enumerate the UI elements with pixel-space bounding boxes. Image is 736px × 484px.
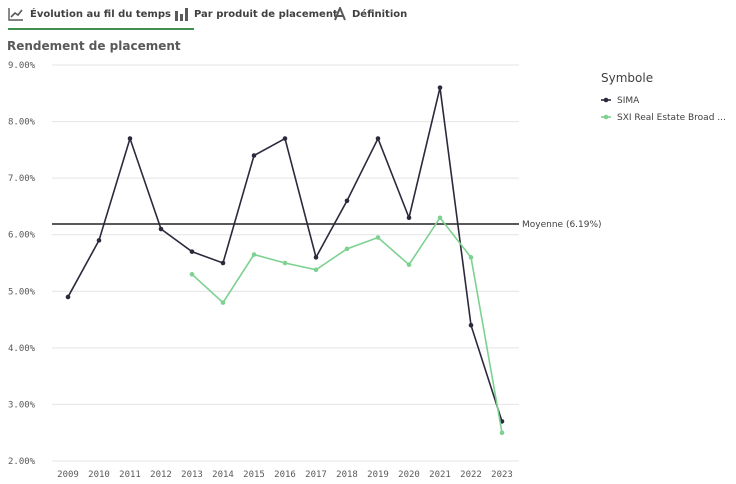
data-point	[189, 272, 195, 277]
legend-marker	[603, 97, 609, 103]
legend-item-label: SXI Real Estate Broad ...	[617, 113, 726, 123]
y-tick-label: 4.00%	[8, 344, 36, 354]
line-chart-icon	[8, 7, 24, 21]
data-point	[406, 262, 412, 267]
bar-chart-icon	[174, 7, 188, 21]
data-point	[96, 238, 102, 243]
data-point	[65, 294, 71, 300]
data-point	[220, 260, 226, 266]
x-tick-label: 2022	[460, 470, 482, 480]
data-point	[189, 249, 195, 254]
x-tick-label: 2019	[367, 470, 389, 480]
tab-definition[interactable]: Définition	[334, 0, 407, 28]
page-title: Rendement de placement	[7, 39, 181, 53]
tab-evolution[interactable]: Évolution au fil du temps	[8, 0, 194, 30]
data-point	[468, 255, 474, 260]
data-point	[344, 198, 350, 204]
y-tick-label: 2.00%	[8, 457, 36, 467]
data-point	[220, 300, 226, 305]
x-tick-label: 2018	[336, 470, 358, 480]
tab-evolution-label: Évolution au fil du temps	[30, 8, 171, 20]
text-a-icon	[334, 7, 346, 21]
x-tick-label: 2009	[57, 470, 79, 480]
data-point	[437, 85, 443, 90]
x-tick-label: 2016	[274, 470, 296, 480]
y-tick-label: 7.00%	[8, 174, 36, 184]
data-point	[375, 235, 381, 240]
data-point	[344, 246, 350, 252]
data-point	[251, 153, 257, 158]
y-tick-label: 6.00%	[8, 231, 36, 241]
x-tick-label: 2017	[305, 470, 327, 480]
x-tick-label: 2021	[429, 470, 451, 480]
x-tick-label: 2020	[398, 470, 420, 480]
data-point	[282, 136, 288, 141]
data-point	[468, 322, 474, 328]
legend-marker	[603, 114, 609, 120]
legend-title: Symbole	[601, 71, 653, 85]
y-tick-label: 9.00%	[8, 61, 36, 71]
x-tick-label: 2015	[243, 470, 265, 480]
data-point	[313, 255, 319, 260]
y-tick-label: 3.00%	[8, 400, 36, 410]
data-point	[282, 260, 288, 266]
data-point	[127, 136, 133, 141]
tab-par-produit[interactable]: Par produit de placement	[174, 0, 338, 28]
data-point	[406, 215, 412, 221]
y-tick-label: 5.00%	[8, 287, 36, 297]
x-tick-label: 2023	[491, 470, 513, 480]
tab-definition-label: Définition	[352, 8, 408, 20]
tab-par-produit-label: Par produit de placement	[194, 8, 338, 20]
data-point	[375, 136, 381, 141]
data-point	[437, 215, 443, 221]
x-tick-label: 2012	[150, 470, 172, 480]
data-point	[313, 267, 319, 273]
tab-bar: Évolution au fil du temps Par produit de…	[0, 0, 736, 30]
data-point	[158, 226, 164, 232]
x-tick-label: 2011	[119, 470, 141, 480]
data-point	[499, 430, 505, 436]
legend-item-label: SIMA	[617, 96, 640, 106]
x-tick-label: 2014	[212, 470, 234, 480]
reference-line-label: Moyenne (6.19%)	[522, 220, 602, 230]
y-tick-label: 8.00%	[8, 118, 36, 128]
x-tick-label: 2013	[181, 470, 203, 480]
data-point	[251, 252, 257, 257]
x-tick-label: 2010	[88, 470, 110, 480]
